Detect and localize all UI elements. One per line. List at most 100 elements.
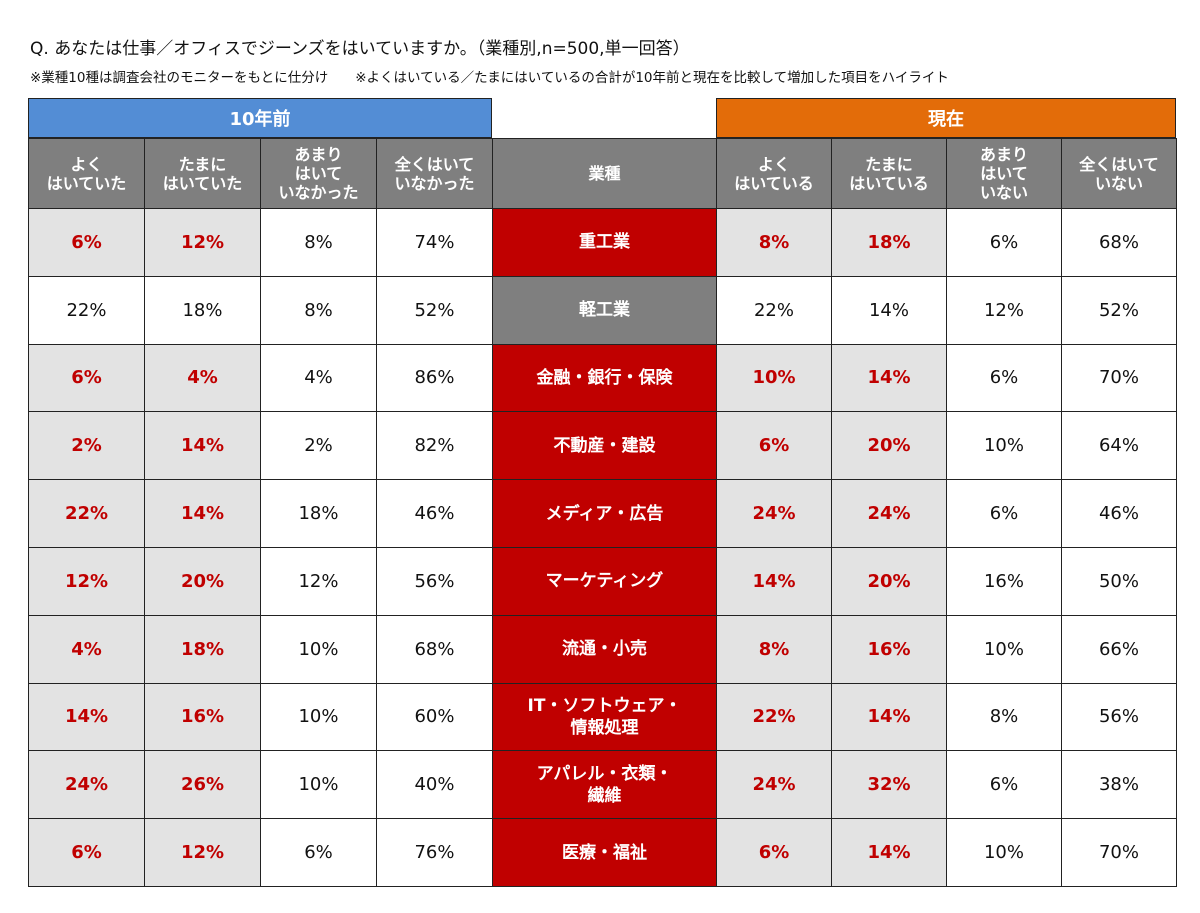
- now-table: よく はいている たまに はいている あまり はいて いない 全くはいて いない 8% 1…: [716, 138, 1177, 887]
- now-value-cell: 12%: [946, 275, 1062, 345]
- now-value-cell: 8%: [716, 208, 832, 277]
- now-column-header: よく はいている: [716, 138, 832, 209]
- past-column-header: たまに はいていた: [144, 138, 261, 209]
- group-header-now: 現在: [716, 98, 1176, 138]
- past-value-cell: 6%: [28, 818, 145, 887]
- now-column-header: 全くはいて いない: [1061, 138, 1177, 209]
- now-value-cell: 66%: [1061, 614, 1177, 684]
- now-value-cell: 10%: [946, 411, 1062, 481]
- now-value-cell: 6%: [716, 411, 832, 481]
- table-row: 4% 18% 10% 68%: [28, 614, 493, 684]
- now-value-cell: 6%: [946, 750, 1062, 820]
- past-value-cell: 4%: [144, 343, 261, 413]
- now-value-cell: 16%: [946, 546, 1062, 616]
- table-row: 流通・小売: [492, 614, 717, 684]
- past-value-cell: 12%: [144, 208, 261, 277]
- now-value-cell: 20%: [831, 411, 947, 481]
- now-value-cell: 6%: [946, 208, 1062, 277]
- now-value-cell: 22%: [716, 275, 832, 345]
- now-value-cell: 22%: [716, 682, 832, 752]
- table-row: 22% 18% 8% 52%: [28, 275, 493, 345]
- now-value-cell: 68%: [1061, 208, 1177, 277]
- industry-cell: メディア・広告: [492, 479, 717, 548]
- past-value-cell: 10%: [260, 682, 377, 752]
- past-column-header: 全くはいて いなかった: [376, 138, 493, 209]
- past-value-cell: 14%: [28, 682, 145, 752]
- table-row: 金融・銀行・保険: [492, 343, 717, 413]
- past-value-cell: 18%: [144, 275, 261, 345]
- now-value-cell: 24%: [716, 750, 832, 820]
- table-row: 6% 12% 8% 74%: [28, 208, 493, 277]
- now-value-cell: 32%: [831, 750, 947, 820]
- now-value-cell: 14%: [716, 546, 832, 616]
- now-value-cell: 18%: [831, 208, 947, 277]
- past-value-cell: 14%: [144, 411, 261, 481]
- now-value-cell: 10%: [946, 614, 1062, 684]
- chart-note: ※業種10種は調査会社のモニターをもとに仕分け ※よくはいている／たまにはいてい…: [30, 70, 949, 86]
- table-row: 24% 26% 10% 40%: [28, 750, 493, 820]
- now-value-cell: 8%: [716, 614, 832, 684]
- industry-cell: 不動産・建設: [492, 411, 717, 481]
- now-value-cell: 24%: [716, 479, 832, 548]
- page-title: Q. あなたは仕事／オフィスでジーンズをはいていますか。（業種別,n=500,単…: [30, 39, 690, 59]
- table-row: 12% 20% 12% 56%: [28, 546, 493, 616]
- past-value-cell: 18%: [260, 479, 377, 548]
- now-header-row: よく はいている たまに はいている あまり はいて いない 全くはいて いない: [716, 138, 1177, 209]
- past-value-cell: 86%: [376, 343, 493, 413]
- past-value-cell: 60%: [376, 682, 493, 752]
- past-value-cell: 18%: [144, 614, 261, 684]
- group-header-past: 10年前: [28, 98, 492, 138]
- table-row: 22% 14% 12% 52%: [716, 275, 1177, 345]
- past-value-cell: 68%: [376, 614, 493, 684]
- now-value-cell: 70%: [1061, 343, 1177, 413]
- industry-cell: アパレル・衣類・ 繊維: [492, 750, 717, 820]
- past-value-cell: 20%: [144, 546, 261, 616]
- table-row: IT・ソフトウェア・ 情報処理: [492, 682, 717, 752]
- now-column-header: あまり はいて いない: [946, 138, 1062, 209]
- table-row: 14% 16% 10% 60%: [28, 682, 493, 752]
- past-value-cell: 6%: [28, 208, 145, 277]
- table-row: 医療・福祉: [492, 818, 717, 887]
- industry-cell: IT・ソフトウェア・ 情報処理: [492, 682, 717, 752]
- table-row: 2% 14% 2% 82%: [28, 411, 493, 481]
- table-row: 22% 14% 18% 46%: [28, 479, 493, 548]
- now-value-cell: 14%: [831, 682, 947, 752]
- table-row: 6% 20% 10% 64%: [716, 411, 1177, 481]
- past-value-cell: 56%: [376, 546, 493, 616]
- table-row: 8% 16% 10% 66%: [716, 614, 1177, 684]
- past-value-cell: 14%: [144, 479, 261, 548]
- now-value-cell: 52%: [1061, 275, 1177, 345]
- past-value-cell: 4%: [260, 343, 377, 413]
- now-value-cell: 16%: [831, 614, 947, 684]
- past-value-cell: 40%: [376, 750, 493, 820]
- past-value-cell: 8%: [260, 208, 377, 277]
- now-value-cell: 64%: [1061, 411, 1177, 481]
- now-value-cell: 20%: [831, 546, 947, 616]
- past-value-cell: 26%: [144, 750, 261, 820]
- now-value-cell: 10%: [946, 818, 1062, 887]
- past-column-header: よく はいていた: [28, 138, 145, 209]
- past-value-cell: 6%: [260, 818, 377, 887]
- table-row: 軽工業: [492, 275, 717, 345]
- now-value-cell: 10%: [716, 343, 832, 413]
- table-row: 8% 18% 6% 68%: [716, 208, 1177, 277]
- past-value-cell: 12%: [144, 818, 261, 887]
- past-value-cell: 22%: [28, 275, 145, 345]
- now-value-cell: 14%: [831, 818, 947, 887]
- past-value-cell: 52%: [376, 275, 493, 345]
- past-value-cell: 8%: [260, 275, 377, 345]
- now-value-cell: 56%: [1061, 682, 1177, 752]
- past-value-cell: 22%: [28, 479, 145, 548]
- table-row: 22% 14% 8% 56%: [716, 682, 1177, 752]
- past-value-cell: 10%: [260, 750, 377, 820]
- now-value-cell: 50%: [1061, 546, 1177, 616]
- table-row: アパレル・衣類・ 繊維: [492, 750, 717, 820]
- table-row: メディア・広告: [492, 479, 717, 548]
- past-header-row: よく はいていた たまに はいていた あまり はいて いなかった 全くはいて いなかっ…: [28, 138, 493, 209]
- past-value-cell: 46%: [376, 479, 493, 548]
- past-value-cell: 76%: [376, 818, 493, 887]
- now-value-cell: 14%: [831, 343, 947, 413]
- past-value-cell: 12%: [28, 546, 145, 616]
- industry-cell: 医療・福祉: [492, 818, 717, 887]
- table-row: 24% 24% 6% 46%: [716, 479, 1177, 548]
